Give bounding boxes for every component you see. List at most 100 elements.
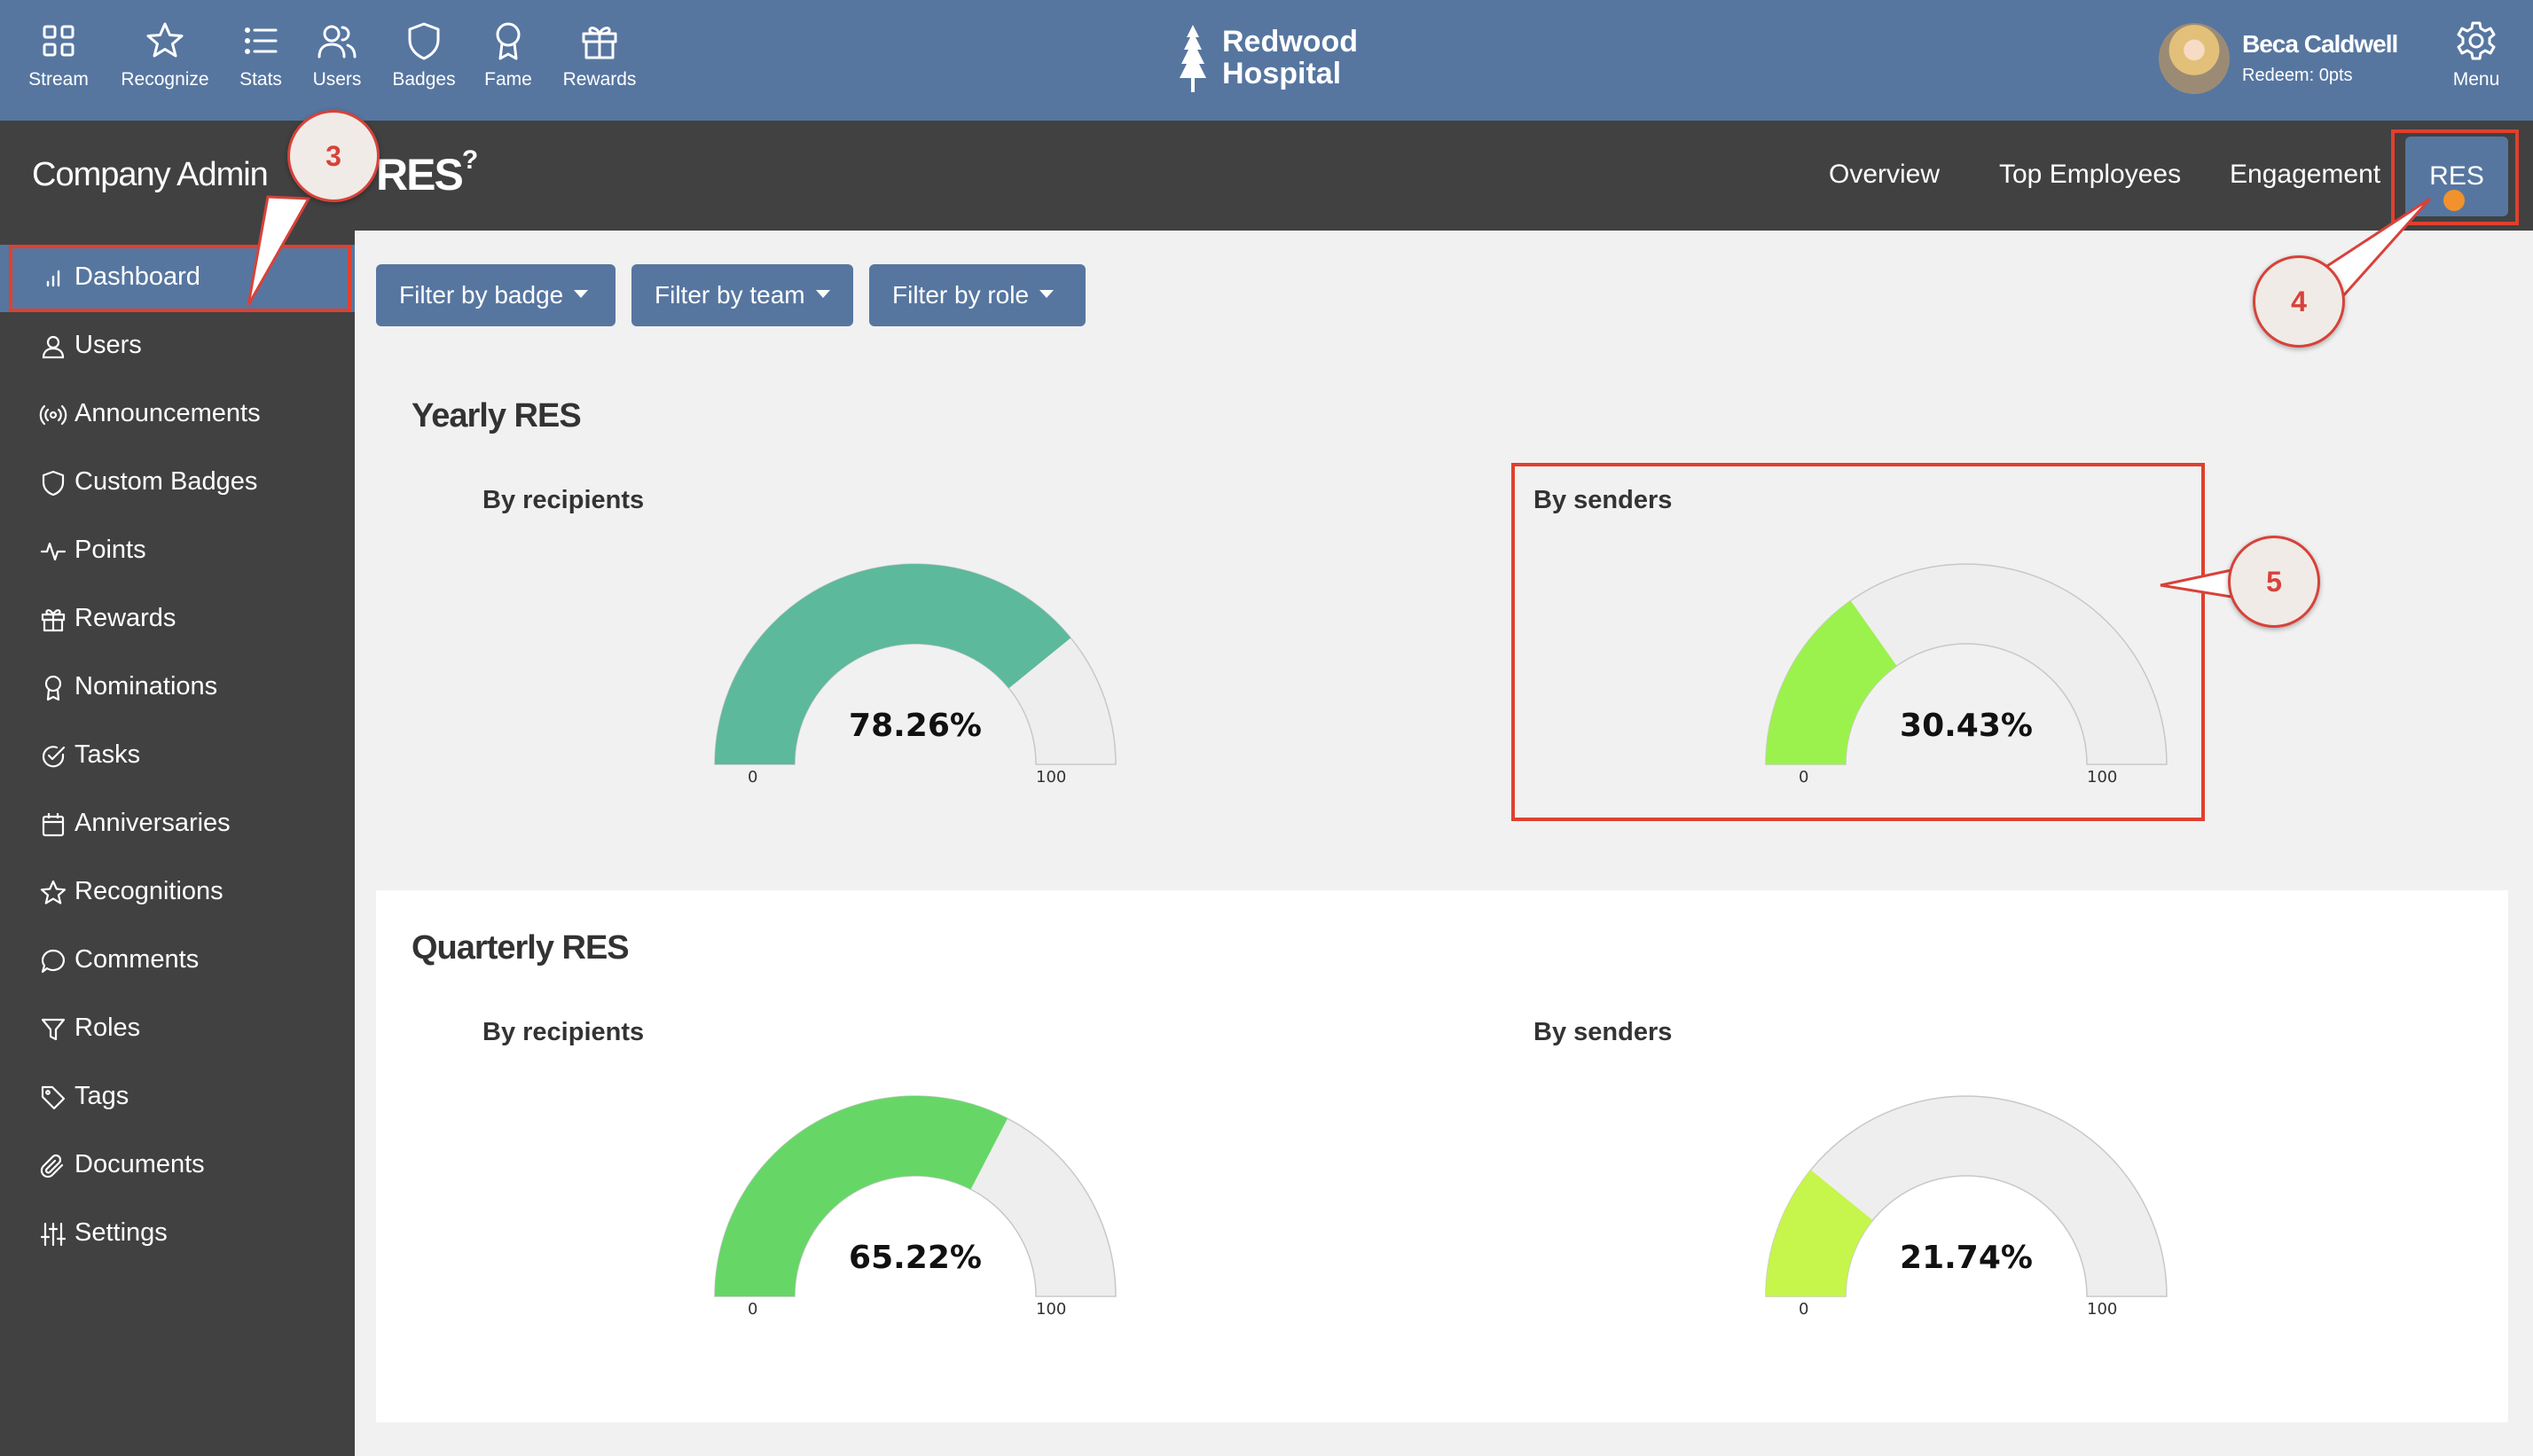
sidebar-item-documents[interactable]: Documents bbox=[0, 1132, 355, 1200]
filter-by-badge-dropdown[interactable]: Filter by badge bbox=[376, 264, 616, 326]
gauge-svg bbox=[714, 563, 1117, 765]
gift-icon bbox=[39, 606, 67, 634]
sidebar-item-label: Tags bbox=[74, 1082, 129, 1110]
sidebar-item-recognitions[interactable]: Recognitions bbox=[0, 859, 355, 927]
page-title-text: RES bbox=[376, 150, 464, 200]
tab-top-employees[interactable]: Top Employees bbox=[1999, 160, 2182, 189]
gauge-min-label: 0 bbox=[1799, 1300, 1809, 1319]
nav-badges[interactable]: Badges bbox=[371, 20, 477, 90]
quarterly-senders-label: By senders bbox=[1533, 1018, 1673, 1046]
caret-down-icon bbox=[1039, 290, 1055, 299]
check-circle-icon bbox=[39, 742, 67, 771]
bar-chart-icon bbox=[39, 264, 67, 293]
help-tooltip-icon[interactable]: ? bbox=[461, 145, 478, 176]
nav-users[interactable]: Users bbox=[284, 20, 390, 90]
sidebar-item-label: Documents bbox=[74, 1150, 205, 1178]
nav-stats[interactable]: Stats bbox=[208, 20, 314, 90]
sidebar-item-nominations[interactable]: Nominations bbox=[0, 654, 355, 722]
calendar-icon bbox=[39, 810, 67, 839]
filter-by-role-label: Filter by role bbox=[892, 281, 1030, 309]
gauge-fill-arc bbox=[1766, 600, 1897, 764]
gauge-value: 78.26% bbox=[849, 708, 982, 744]
star-icon bbox=[39, 879, 67, 907]
page-title: RES? bbox=[376, 145, 478, 200]
sidebar-item-users[interactable]: Users bbox=[0, 313, 355, 380]
sidebar-item-comments[interactable]: Comments bbox=[0, 928, 355, 995]
filter-by-role-dropdown[interactable]: Filter by role bbox=[869, 264, 1086, 326]
sidebar-item-tasks[interactable]: Tasks bbox=[0, 723, 355, 790]
sidebar-item-anniversaries[interactable]: Anniversaries bbox=[0, 791, 355, 858]
users-icon bbox=[284, 20, 390, 62]
nav-fame-label: Fame bbox=[484, 69, 532, 90]
gauge-value: 30.43% bbox=[1900, 708, 2033, 744]
sidebar-item-label: Settings bbox=[74, 1218, 168, 1247]
annotation-highlight-dashboard bbox=[9, 245, 351, 312]
user-name[interactable]: Beca Caldwell bbox=[2242, 30, 2398, 58]
sidebar-item-points[interactable]: Points bbox=[0, 518, 355, 585]
sidebar-item-rewards[interactable]: Rewards bbox=[0, 586, 355, 654]
paperclip-icon bbox=[39, 1152, 67, 1180]
star-icon bbox=[112, 20, 218, 62]
nav-badges-label: Badges bbox=[392, 69, 456, 90]
award-icon bbox=[455, 20, 561, 62]
sidebar-item-label: Custom Badges bbox=[74, 467, 258, 496]
broadcast-icon bbox=[39, 401, 67, 429]
award-icon bbox=[39, 674, 67, 702]
gauge-yearly-recipients: 78.26% 0 100 bbox=[711, 560, 1119, 787]
filter-by-team-label: Filter by team bbox=[655, 281, 805, 309]
sidebar-item-announcements[interactable]: Announcements bbox=[0, 381, 355, 449]
gauge-min-label: 0 bbox=[748, 768, 758, 787]
nav-rewards[interactable]: Rewards bbox=[546, 20, 653, 90]
nav-recognize[interactable]: Recognize bbox=[112, 20, 218, 90]
sidebar-item-roles[interactable]: Roles bbox=[0, 996, 355, 1063]
logo-line-2: Hospital bbox=[1222, 57, 1342, 90]
sidebar-item-custom-badges[interactable]: Custom Badges bbox=[0, 450, 355, 517]
gauge-fill-arc bbox=[715, 1096, 1008, 1296]
gauge-value: 65.22% bbox=[849, 1240, 982, 1276]
filter-by-team-dropdown[interactable]: Filter by team bbox=[631, 264, 853, 326]
gauge-max-label: 100 bbox=[2087, 768, 2118, 787]
caret-down-icon bbox=[574, 290, 589, 299]
grid-icon bbox=[5, 20, 112, 62]
shield-icon bbox=[371, 20, 477, 62]
nav-stream-label: Stream bbox=[28, 69, 89, 90]
gauge-track bbox=[1765, 1095, 2168, 1297]
sliders-icon bbox=[39, 1220, 67, 1249]
yearly-res-title: Yearly RES bbox=[412, 397, 582, 434]
sidebar-item-settings[interactable]: Settings bbox=[0, 1201, 355, 1268]
filter-icon bbox=[39, 1015, 67, 1044]
user-redeem-points: Redeem: 0pts bbox=[2242, 66, 2353, 85]
tab-overview[interactable]: Overview bbox=[1829, 160, 1941, 189]
gauge-fill-arc bbox=[1766, 1170, 1873, 1296]
sidebar-item-label: Users bbox=[74, 331, 142, 359]
gauge-quarterly-senders: 21.74% 0 100 bbox=[1762, 1092, 2170, 1319]
comment-icon bbox=[39, 947, 67, 975]
gauge-min-label: 0 bbox=[1799, 768, 1809, 787]
gauge-max-label: 100 bbox=[2087, 1300, 2118, 1319]
gauge-max-label: 100 bbox=[1036, 1300, 1067, 1319]
menu-button[interactable]: Menu bbox=[2423, 20, 2529, 90]
shield-icon bbox=[39, 469, 67, 497]
nav-fame[interactable]: Fame bbox=[455, 20, 561, 90]
nav-stream[interactable]: Stream bbox=[5, 20, 112, 90]
list-icon bbox=[208, 20, 314, 62]
filter-by-badge-label: Filter by badge bbox=[399, 281, 564, 309]
tag-icon bbox=[39, 1084, 67, 1112]
gauge-fill-arc bbox=[715, 564, 1071, 764]
yearly-recipients-label: By recipients bbox=[482, 486, 645, 514]
caret-down-icon bbox=[815, 290, 830, 299]
quarterly-recipients-label: By recipients bbox=[482, 1018, 645, 1046]
gear-icon bbox=[2423, 20, 2529, 62]
sidebar-item-label: Rewards bbox=[74, 604, 176, 632]
sidebar-item-label: Dashboard bbox=[74, 262, 200, 291]
admin-header bbox=[0, 121, 2533, 231]
tree-logo-icon bbox=[1180, 25, 1206, 92]
gauge-svg bbox=[714, 1095, 1117, 1297]
sidebar-item-tags[interactable]: Tags bbox=[0, 1064, 355, 1131]
gauge-value: 21.74% bbox=[1900, 1240, 2033, 1276]
sidebar-item-label: Anniversaries bbox=[74, 809, 231, 837]
tab-engagement[interactable]: Engagement bbox=[2230, 160, 2381, 189]
avatar[interactable] bbox=[2159, 23, 2230, 94]
annotation-highlight-res-tab bbox=[2391, 129, 2519, 225]
sidebar-item-label: Recognitions bbox=[74, 877, 224, 905]
